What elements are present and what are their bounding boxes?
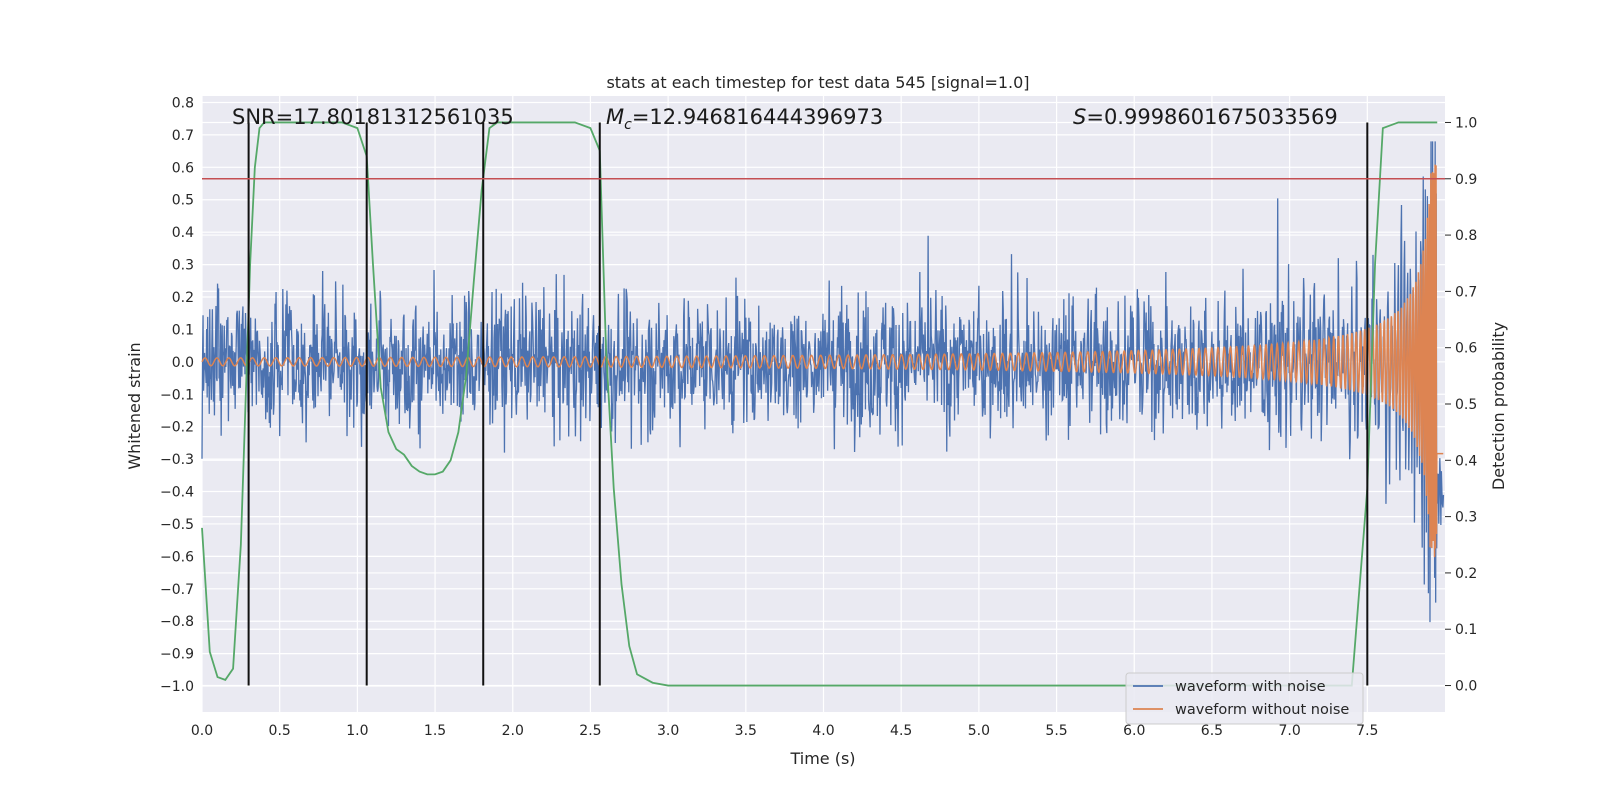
y-tick-label: 0.8 — [172, 95, 194, 111]
y2-tick-label: 0.6 — [1455, 341, 1477, 357]
chirp-mass-value: =12.946816444396973 — [632, 105, 883, 129]
y2-tick-label: 0.5 — [1455, 397, 1477, 413]
y-tick-label: −0.3 — [160, 452, 194, 468]
x-tick-label: 4.5 — [890, 723, 912, 739]
chirp-mass-annotation: Mc=12.946816444396973 — [606, 105, 883, 133]
x-tick-label: 7.0 — [1278, 723, 1300, 739]
x-tick-label: 7.5 — [1356, 723, 1378, 739]
y-tick-label: −0.2 — [160, 420, 194, 436]
x-tick-label: 0.0 — [191, 723, 213, 739]
x-axis-label: Time (s) — [789, 749, 855, 768]
y-tick-label: 0.2 — [172, 290, 194, 306]
y-tick-label: 0.3 — [172, 258, 194, 274]
probability-trace — [201, 121, 1438, 687]
y-tick-label: −0.9 — [160, 647, 194, 663]
y-tick-label: 0.7 — [172, 128, 194, 144]
x-tick-label: 5.0 — [968, 723, 990, 739]
y-tick-label: 0.6 — [172, 160, 194, 176]
significance-annotation: S=0.9998601675033569 — [1073, 105, 1338, 129]
x-tick-label: 2.0 — [502, 723, 524, 739]
y2-tick-label: 0.8 — [1455, 228, 1477, 244]
y2-tick-label: 0.0 — [1455, 679, 1477, 695]
x-tick-label: 0.5 — [269, 723, 291, 739]
y2-tick-label: 0.4 — [1455, 453, 1477, 469]
y2-tick-label: 1.0 — [1455, 115, 1477, 131]
y-tick-label: −0.8 — [160, 614, 194, 630]
y2-tick-label: 0.9 — [1455, 172, 1477, 188]
y2-axis-label: Detection probability — [1489, 322, 1508, 490]
y2-tick-labels: 1.0 0.9 0.8 0.7 0.6 0.5 0.4 0.3 0.2 0.1 0.0 — [1445, 115, 1477, 695]
noise-trace — [201, 141, 1445, 623]
series-detection-probability — [201, 121, 1438, 687]
x-tick-labels: 0.0 0.5 1.0 1.5 2.0 2.5 3.0 3.5 4.0 4.5 5.0 5.5 6.0 6… — [191, 723, 1379, 739]
legend: waveform with noise waveform without noi… — [1125, 672, 1364, 725]
y-axis-label: Whitened strain — [125, 342, 144, 469]
y-tick-label: 0.0 — [172, 355, 194, 371]
clean-trace — [201, 164, 1444, 558]
x-tick-label: 2.5 — [579, 723, 601, 739]
significance-value: =0.9998601675033569 — [1086, 105, 1337, 129]
y-tick-label: −0.6 — [160, 549, 194, 565]
y-tick-labels: 0.8 0.7 0.6 0.5 0.4 0.3 0.2 0.1 0.0 −0.1 −0.2 −0.3 −… — [160, 95, 194, 695]
chirp-mass-subscript: c — [624, 117, 632, 133]
vertical-markers — [247, 122, 1369, 686]
y-tick-label: 0.4 — [172, 225, 194, 241]
y2-tick-label: 0.3 — [1455, 510, 1477, 526]
x-tick-label: 6.0 — [1123, 723, 1145, 739]
chirp-mass-symbol: M — [606, 105, 624, 129]
y2-tick-label: 0.7 — [1455, 284, 1477, 300]
x-tick-label: 4.0 — [812, 723, 834, 739]
y-tick-label: −0.7 — [160, 582, 194, 598]
x-tick-label: 3.0 — [657, 723, 679, 739]
y-tick-label: 0.1 — [172, 322, 194, 338]
y-tick-label: 0.5 — [172, 193, 194, 209]
x-tick-label: 5.5 — [1045, 723, 1067, 739]
y-tick-label: −0.1 — [160, 387, 194, 403]
x-tick-label: 1.5 — [424, 723, 446, 739]
y2-tick-label: 0.2 — [1455, 566, 1477, 582]
snr-annotation: SNR=17.80181312561035 — [232, 105, 514, 129]
legend-label-noise: waveform with noise — [1175, 679, 1326, 695]
x-tick-label: 3.5 — [735, 723, 757, 739]
significance-symbol: S — [1073, 105, 1086, 129]
chart-title: stats at each timestep for test data 545… — [606, 73, 1029, 92]
series-waveform-without-noise — [201, 164, 1444, 558]
x-tick-label: 6.5 — [1201, 723, 1223, 739]
y2-tick-label: 0.1 — [1455, 622, 1477, 638]
x-tick-label: 1.0 — [346, 723, 368, 739]
y-tick-label: −0.5 — [160, 517, 194, 533]
y-tick-label: −0.4 — [160, 485, 194, 501]
legend-box — [1125, 672, 1364, 725]
y-tick-label: −1.0 — [160, 679, 194, 695]
series-waveform-with-noise — [201, 141, 1445, 623]
legend-label-clean: waveform without noise — [1175, 702, 1349, 718]
